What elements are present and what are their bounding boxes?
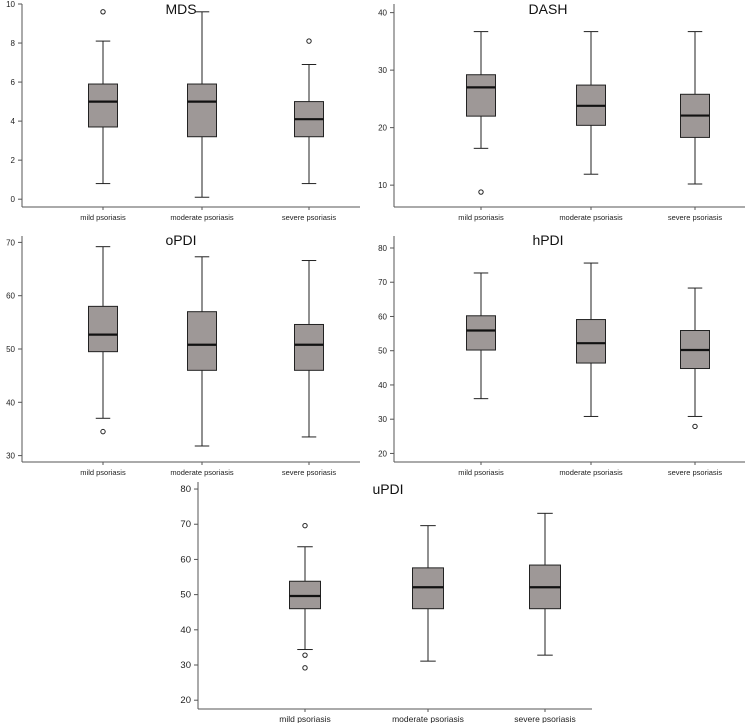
x-category-label: severe psoriasis xyxy=(282,213,336,222)
outlier-point xyxy=(692,423,698,430)
box-group-mild-psoriasis xyxy=(466,31,496,195)
iqr-box xyxy=(88,83,118,128)
boxplot-svg: oPDI 30 40 50 60 70 mild psoriasis moderate pso… xyxy=(6,232,360,477)
box-group-severe-psoriasis xyxy=(294,38,324,185)
y-tick-label: 30 xyxy=(180,660,191,671)
x-category-label: mild psoriasis xyxy=(279,714,331,723)
y-tick-label: 40 xyxy=(378,9,387,18)
box-group-moderate-psoriasis xyxy=(187,256,217,447)
y-tick-label: 10 xyxy=(6,0,15,9)
x-category-label: mild psoriasis xyxy=(458,213,504,222)
iqr-box xyxy=(187,83,217,138)
y-tick-label: 70 xyxy=(378,278,387,287)
y-tick-label: 30 xyxy=(6,452,15,461)
iqr-box xyxy=(187,311,217,371)
dash-boxplot-panel: DASH 10 20 30 40 mild psoriasis moderate psori… xyxy=(372,0,748,222)
y-tick-label: 60 xyxy=(378,312,387,321)
y-tick-label: 30 xyxy=(378,415,387,424)
y-tick-label: 80 xyxy=(180,484,191,495)
x-category-label: severe psoriasis xyxy=(282,468,336,477)
x-category-label: moderate psoriasis xyxy=(170,213,234,222)
outlier-point xyxy=(100,9,106,15)
chart-title: MDS xyxy=(165,1,196,17)
y-tick-label: 30 xyxy=(378,66,387,75)
y-tick-label: 2 xyxy=(11,156,16,165)
x-category-label: moderate psoriasis xyxy=(559,468,623,477)
y-tick-label: 50 xyxy=(180,590,191,601)
y-tick-label: 40 xyxy=(378,381,387,390)
x-category-label: severe psoriasis xyxy=(668,213,722,222)
y-tick-label: 40 xyxy=(6,398,15,407)
iqr-box xyxy=(576,319,606,364)
y-tick-label: 4 xyxy=(11,117,16,126)
opdi-boxplot-panel: oPDI 30 40 50 60 70 mild psoriasis moderate pso… xyxy=(0,232,362,482)
box-group-moderate-psoriasis xyxy=(412,525,444,662)
y-tick-label: 0 xyxy=(11,195,16,204)
box-group-mild-psoriasis xyxy=(289,522,321,671)
outlier-point xyxy=(302,665,308,671)
outlier-point xyxy=(306,38,312,44)
box-group-severe-psoriasis xyxy=(680,287,710,430)
box-group-moderate-psoriasis xyxy=(576,31,606,175)
y-tick-label: 10 xyxy=(378,181,387,190)
x-category-label: mild psoriasis xyxy=(80,213,126,222)
y-tick-label: 80 xyxy=(378,244,387,253)
boxplot-svg: DASH 10 20 30 40 mild psoriasis moderate psori… xyxy=(378,1,745,222)
iqr-box xyxy=(466,315,496,351)
x-category-label: severe psoriasis xyxy=(668,468,722,477)
y-tick-label: 60 xyxy=(180,554,191,565)
chart-title: oPDI xyxy=(165,232,196,248)
y-tick-label: 6 xyxy=(11,78,16,87)
x-category-label: moderate psoriasis xyxy=(170,468,234,477)
box-group-moderate-psoriasis xyxy=(187,11,217,198)
x-category-label: severe psoriasis xyxy=(514,714,575,723)
outlier-point xyxy=(478,189,484,195)
iqr-box xyxy=(466,74,496,117)
x-category-label: mild psoriasis xyxy=(80,468,126,477)
y-tick-label: 50 xyxy=(378,347,387,356)
outlier-point xyxy=(302,522,308,529)
boxplot-svg: uPDI 20 30 40 50 60 70 80 mild psoriasis moderate… xyxy=(180,481,592,723)
x-category-label: moderate psoriasis xyxy=(559,213,623,222)
x-category-label: moderate psoriasis xyxy=(392,714,464,723)
mds-boxplot-panel: MDS 0 2 4 6 8 10 mild psoriasis moderate psorias… xyxy=(0,0,362,222)
hpdi-boxplot-panel: hPDI 20 30 40 50 60 70 80 mild psoriasis moderate… xyxy=(372,232,748,482)
box-group-severe-psoriasis xyxy=(294,260,324,438)
outlier-point xyxy=(302,652,308,658)
y-tick-label: 20 xyxy=(378,449,387,458)
outlier-point xyxy=(100,428,106,435)
box-group-mild-psoriasis xyxy=(88,9,118,185)
iqr-box xyxy=(294,323,324,371)
y-tick-label: 70 xyxy=(180,519,191,530)
box-group-mild-psoriasis xyxy=(466,272,496,400)
y-tick-label: 20 xyxy=(180,695,191,706)
chart-title: hPDI xyxy=(532,232,563,248)
x-category-label: mild psoriasis xyxy=(458,468,504,477)
box-group-severe-psoriasis xyxy=(680,31,710,185)
box-group-mild-psoriasis xyxy=(88,246,118,435)
box-group-severe-psoriasis xyxy=(529,512,561,656)
y-tick-label: 40 xyxy=(180,625,191,636)
y-tick-label: 60 xyxy=(6,292,15,301)
y-tick-label: 8 xyxy=(11,39,16,48)
iqr-box xyxy=(88,305,118,353)
box-group-moderate-psoriasis xyxy=(576,262,606,417)
y-tick-label: 50 xyxy=(6,345,15,354)
boxplot-svg: MDS 0 2 4 6 8 10 mild psoriasis moderate psorias… xyxy=(6,0,360,222)
chart-title: DASH xyxy=(529,1,568,17)
boxplot-svg: hPDI 20 30 40 50 60 70 80 mild psoriasis moderate… xyxy=(378,232,745,477)
updi-boxplot-panel: uPDI 20 30 40 50 60 70 80 mild psoriasis moderate… xyxy=(170,480,594,723)
y-tick-label: 20 xyxy=(378,124,387,133)
y-tick-label: 70 xyxy=(6,238,15,247)
chart-title: uPDI xyxy=(372,481,403,497)
